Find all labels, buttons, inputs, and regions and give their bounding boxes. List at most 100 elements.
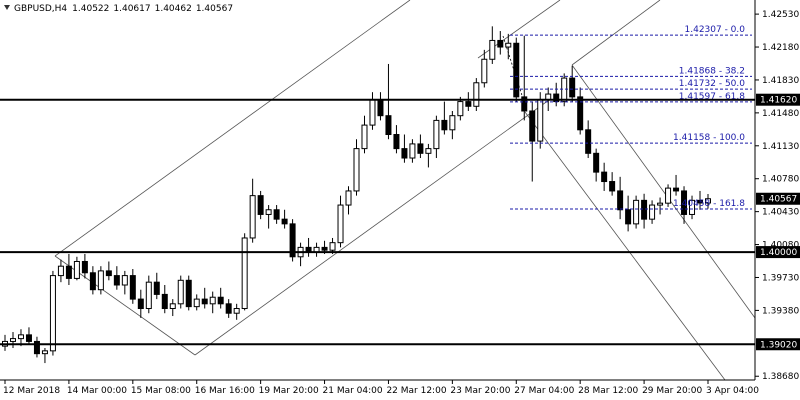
candle-body	[433, 119, 440, 150]
x-tick-label: 27 Mar 04:00	[514, 386, 574, 396]
channel-line	[194, 99, 550, 356]
candle-body	[41, 350, 48, 355]
candle-body	[641, 199, 648, 220]
candle-body	[145, 281, 152, 310]
x-tick-label: 12 Mar 2018	[3, 386, 60, 396]
candle-body	[113, 275, 120, 286]
candle-body	[241, 237, 248, 310]
candle-body	[593, 152, 600, 173]
price-label-box	[756, 338, 800, 351]
y-tick-label: 1.42180	[762, 43, 799, 53]
candle-body	[441, 119, 448, 131]
candle-body	[489, 39, 496, 60]
candle-body	[353, 148, 360, 192]
candle-body	[49, 275, 56, 352]
y-tick-label: 1.40080	[762, 241, 799, 251]
price-label-box	[756, 246, 800, 259]
chart-header: GBPUSD,H4 1.40522 1.40617 1.40462 1.40567	[14, 4, 233, 14]
candle-body	[497, 39, 504, 48]
candle-body	[481, 58, 488, 84]
candle-body	[89, 272, 96, 291]
y-tick-label: 1.39730	[762, 273, 799, 283]
price-label-box	[756, 93, 800, 106]
candle-body	[233, 308, 240, 314]
candle-body	[609, 181, 616, 192]
x-tick-label: 28 Mar 12:00	[578, 386, 638, 396]
channel-line	[571, 64, 756, 319]
candle-body	[617, 190, 624, 211]
candle-body	[25, 334, 32, 342]
candle-body	[505, 42, 512, 48]
candle-body	[129, 275, 136, 300]
candle-body	[417, 143, 424, 154]
x-tick-label: 22 Mar 12:00	[386, 386, 446, 396]
x-tick-label: 23 Mar 20:00	[450, 386, 510, 396]
channel-line	[571, 0, 661, 66]
candle-body	[529, 110, 536, 142]
candle-body	[337, 204, 344, 244]
candle-body	[569, 77, 576, 98]
candle-body	[281, 218, 288, 225]
candle-body	[169, 303, 176, 310]
candle-body	[225, 303, 232, 314]
fib-label: 1.40458 - 161.8	[673, 199, 745, 209]
candle-body	[273, 209, 280, 220]
candle-body	[81, 260, 88, 274]
candle-body	[625, 209, 632, 225]
candle-body	[561, 77, 568, 103]
symbol: GBPUSD,H4	[14, 4, 67, 14]
candle-body	[265, 209, 272, 215]
candle-body	[601, 171, 608, 183]
candle-body	[401, 148, 408, 159]
trend-lines	[54, 0, 756, 381]
y-tick-label: 1.39380	[762, 306, 799, 316]
candle-body	[121, 275, 128, 286]
fib-label: 1.41732 - 50.0	[679, 79, 745, 89]
candle-body	[465, 101, 472, 107]
candle-body	[361, 124, 368, 150]
candle-body	[201, 298, 208, 305]
candle-body	[577, 96, 584, 131]
x-tick-label: 14 Mar 00:00	[67, 386, 127, 396]
candle-body	[209, 296, 216, 305]
candle-body	[193, 298, 200, 308]
candle-body	[673, 187, 680, 192]
y-tick-label: 1.41830	[762, 76, 799, 86]
fib-label: 1.41597 - 61.8	[679, 92, 745, 102]
candle-body	[17, 334, 24, 340]
candle-body	[409, 143, 416, 159]
candle-body	[665, 187, 672, 204]
high-value: 1.40617	[113, 4, 150, 14]
candle-body	[369, 99, 376, 126]
candle-body	[633, 199, 640, 225]
price-label: 1.41620	[760, 96, 797, 106]
x-tick-label: 3 Apr 04:00	[706, 386, 759, 396]
candle-body	[697, 199, 704, 204]
candle-body	[329, 242, 336, 251]
channel-line	[524, 111, 726, 381]
candle-body	[537, 99, 544, 142]
candle-body	[177, 279, 184, 305]
y-tick-label: 1.38680	[762, 372, 799, 382]
fib-label: 1.41868 - 38.2	[679, 66, 745, 76]
candle-body	[33, 340, 40, 355]
x-tick-label: 16 Mar 16:00	[195, 386, 255, 396]
candle-body	[217, 296, 224, 305]
candle-body	[649, 204, 656, 220]
candle-body	[425, 148, 432, 154]
candle-body	[9, 338, 16, 342]
candle-body	[521, 96, 528, 112]
candle-body	[257, 195, 264, 215]
candle-body	[321, 246, 328, 251]
y-tick-label: 1.41130	[762, 142, 799, 152]
candle-body	[705, 198, 711, 204]
current-price-box	[756, 192, 800, 205]
x-tick-label: 15 Mar 08:00	[131, 386, 191, 396]
y-tick-label: 1.40780	[762, 175, 799, 185]
candle-body	[513, 42, 520, 98]
candle-body	[377, 99, 384, 117]
close-value: 1.40567	[196, 4, 233, 14]
open-value: 1.40522	[72, 4, 109, 14]
candle-body	[681, 190, 688, 215]
